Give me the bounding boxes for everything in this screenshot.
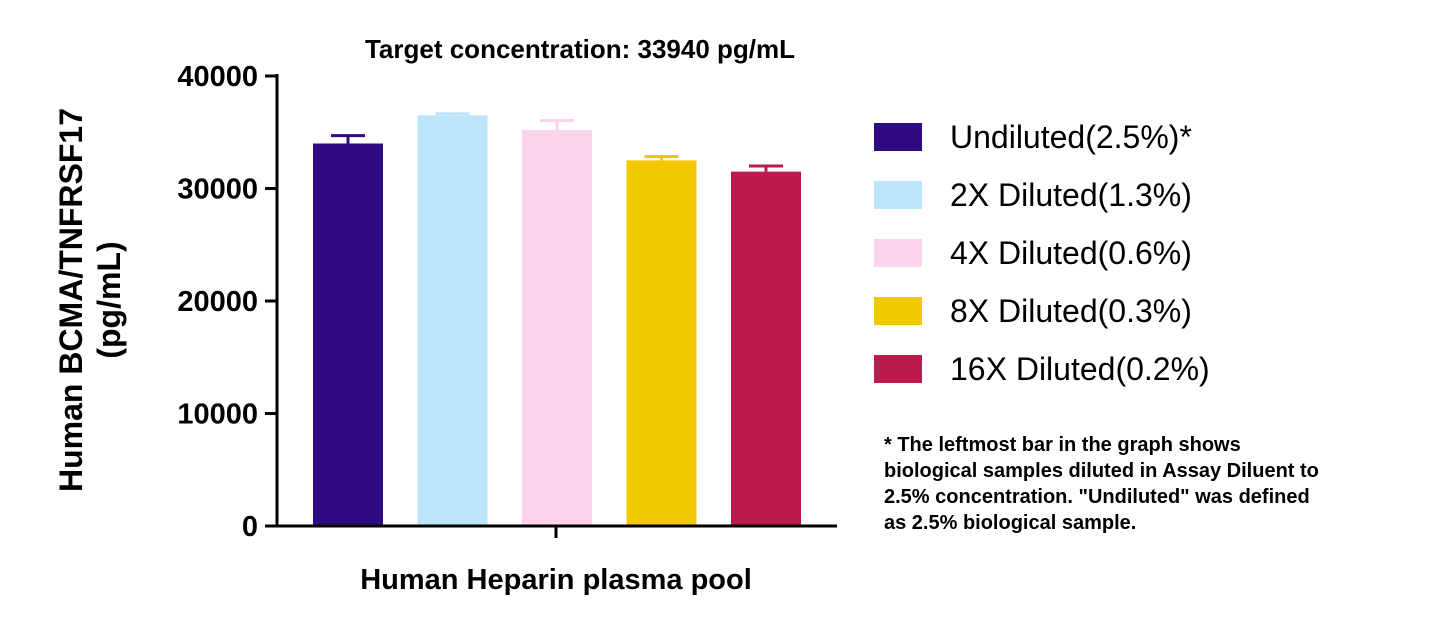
- bar-0: [313, 143, 383, 526]
- y-tick-label-4: 40000: [177, 61, 258, 93]
- legend-label-4: 16X Diluted(0.2%): [950, 350, 1210, 387]
- footnote-line-4: as 2.5% biological sample.: [884, 512, 1137, 534]
- chart-title: Target concentration: 33940 pg/mL: [365, 34, 795, 64]
- bar-2: [522, 130, 592, 526]
- legend-swatch-2: [874, 239, 922, 267]
- legend-item-3: 8X Diluted(0.3%): [874, 282, 1210, 340]
- legend-swatch-0: [874, 123, 922, 151]
- legend-item-4: 16X Diluted(0.2%): [874, 340, 1210, 398]
- bar-3: [626, 160, 697, 526]
- footnote-line-1: * The leftmost bar in the graph shows: [884, 434, 1241, 456]
- legend-swatch-4: [874, 355, 922, 383]
- legend-label-0: Undiluted(2.5%)*: [950, 118, 1192, 155]
- footnote-line-2: biological samples diluted in Assay Dilu…: [884, 460, 1319, 482]
- bar-4: [731, 171, 801, 526]
- y-axis-label-line2: (pg/mL): [91, 241, 127, 358]
- bars: [313, 112, 801, 526]
- legend-swatch-1: [874, 181, 922, 209]
- legend-swatch-3: [874, 297, 922, 325]
- y-axis-label: Human BCMA/TNFRSF17 (pg/mL): [53, 108, 127, 492]
- legend-item-1: 2X Diluted(1.3%): [874, 166, 1210, 224]
- legend-label-2: 4X Diluted(0.6%): [950, 234, 1192, 271]
- y-tick-label-0: 0: [242, 511, 258, 543]
- y-axis-label-line1: Human BCMA/TNFRSF17: [53, 108, 89, 492]
- x-axis-label: Human Heparin plasma pool: [360, 564, 752, 596]
- y-axis-ticks: 0 10000 20000 30000 40000: [177, 61, 277, 543]
- y-tick-label-3: 30000: [177, 174, 258, 206]
- legend-label-3: 8X Diluted(0.3%): [950, 292, 1192, 329]
- legend: Undiluted(2.5%)* 2X Diluted(1.3%) 4X Dilut…: [874, 108, 1210, 398]
- footnote: * The leftmost bar in the graph shows bi…: [884, 432, 1429, 536]
- legend-item-2: 4X Diluted(0.6%): [874, 224, 1210, 282]
- legend-label-1: 2X Diluted(1.3%): [950, 176, 1192, 213]
- legend-item-0: Undiluted(2.5%)*: [874, 108, 1210, 166]
- bar-1: [417, 115, 488, 526]
- footnote-line-3: 2.5% concentration. "Undiluted" was defi…: [884, 486, 1310, 508]
- y-tick-label-1: 10000: [177, 399, 258, 431]
- y-tick-label-2: 20000: [177, 286, 258, 318]
